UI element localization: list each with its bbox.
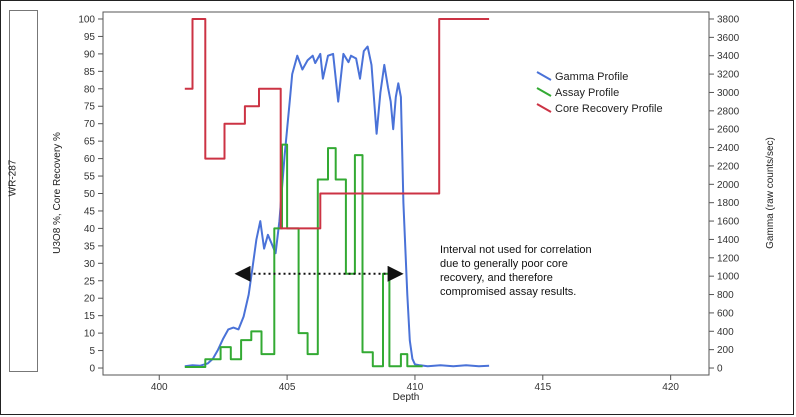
- core-recovery-profile-legend-swatch: [536, 103, 552, 113]
- left-tick-label: 75: [84, 102, 96, 113]
- left-tick-label: 40: [84, 224, 96, 235]
- left-tick-label: 5: [89, 346, 95, 357]
- left-tick-label: 60: [84, 154, 96, 165]
- right-tick-label: 3000: [717, 88, 740, 99]
- left-tick-label: 25: [84, 276, 96, 287]
- left-tick-label: 90: [84, 49, 96, 60]
- left-axis-title: U3O8 %, Core Recovery %: [52, 132, 63, 254]
- right-tick-label: 800: [717, 290, 734, 301]
- right-axis-title: Gamma (raw counts/sec): [765, 137, 776, 249]
- core-recovery-profile-line: [184, 18, 490, 230]
- right-tick-label: 1600: [717, 217, 740, 228]
- left-tick-label: 95: [84, 32, 96, 43]
- left-tick-label: 35: [84, 241, 96, 252]
- assay-profile-line: [184, 143, 423, 368]
- right-tick-label: 1400: [717, 235, 740, 246]
- left-tick-label: 55: [84, 172, 96, 183]
- left-tick-label: 30: [84, 259, 96, 270]
- left-axis: 0 5 10 15 20 25 30 35 40 45 50 55 60 65 70 75 80 85 90 95 10…: [78, 14, 103, 375]
- right-tick-label: 2000: [717, 180, 740, 191]
- left-tick-label: 10: [84, 329, 96, 340]
- gamma-profile-line: [184, 45, 490, 368]
- annotation-line: recovery, and therefore: [440, 272, 553, 284]
- right-tick-label: 3800: [717, 14, 740, 25]
- annotation-line: compromised assay results.: [440, 286, 576, 298]
- x-tick-label: 400: [151, 382, 168, 393]
- left-tick-label: 45: [84, 206, 96, 217]
- annotation-line: due to generally poor core: [440, 258, 568, 270]
- left-tick-label: 15: [84, 311, 96, 322]
- gamma-profile-legend-label: Gamma Profile: [555, 71, 628, 83]
- x-tick-label: 415: [534, 382, 551, 393]
- x-tick-label: 410: [407, 382, 424, 393]
- right-tick-label: 0: [717, 364, 723, 375]
- assay-profile-legend-swatch: [536, 87, 552, 97]
- right-tick-label: 200: [717, 345, 734, 356]
- right-tick-label: 2400: [717, 143, 740, 154]
- left-tick-label: 85: [84, 67, 96, 78]
- left-tick-label: 70: [84, 119, 96, 130]
- x-axis: 400 405 410 415 420: [151, 375, 679, 393]
- left-tick-label: 20: [84, 294, 96, 305]
- right-tick-label: 2200: [717, 161, 740, 172]
- left-tick-label: 50: [84, 189, 96, 200]
- right-tick-label: 2800: [717, 106, 740, 117]
- core-recovery-profile-legend-label: Core Recovery Profile: [555, 103, 663, 115]
- right-tick-label: 1800: [717, 198, 740, 209]
- right-tick-label: 1200: [717, 253, 740, 264]
- right-tick-label: 600: [717, 308, 734, 319]
- annotation-line: Interval not used for correlation: [440, 244, 592, 256]
- right-tick-label: 400: [717, 327, 734, 338]
- assay-profile-legend-label: Assay Profile: [555, 87, 619, 99]
- annotation-text: Interval not used for correlation due to …: [440, 244, 592, 298]
- right-tick-label: 1000: [717, 272, 740, 283]
- series-layer: [184, 18, 490, 368]
- right-tick-label: 3400: [717, 51, 740, 62]
- right-tick-label: 3600: [717, 33, 740, 44]
- x-tick-label: 405: [279, 382, 296, 393]
- right-tick-label: 3200: [717, 70, 740, 81]
- left-tick-label: 80: [84, 84, 96, 95]
- left-tick-label: 100: [78, 14, 95, 25]
- left-tick-label: 0: [89, 364, 95, 375]
- side-panel: [9, 10, 38, 372]
- x-tick-label: 420: [662, 382, 679, 393]
- legend: Gamma Profile Assay Profile Core Recovery …: [536, 71, 663, 115]
- gamma-profile-legend-swatch: [536, 71, 552, 81]
- x-axis-title: Depth: [393, 392, 420, 403]
- left-tick-label: 65: [84, 137, 96, 148]
- right-tick-label: 2600: [717, 125, 740, 136]
- right-axis: 0 200 400 600 800 1000 1200 1400 1600 1800 2000 220…: [709, 14, 740, 375]
